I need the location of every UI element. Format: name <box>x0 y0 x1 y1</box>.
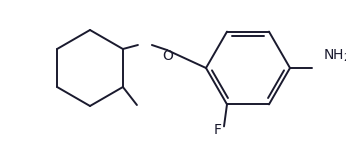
Text: F: F <box>214 123 222 137</box>
Text: NH$_2$: NH$_2$ <box>323 48 346 64</box>
Text: O: O <box>163 49 173 63</box>
